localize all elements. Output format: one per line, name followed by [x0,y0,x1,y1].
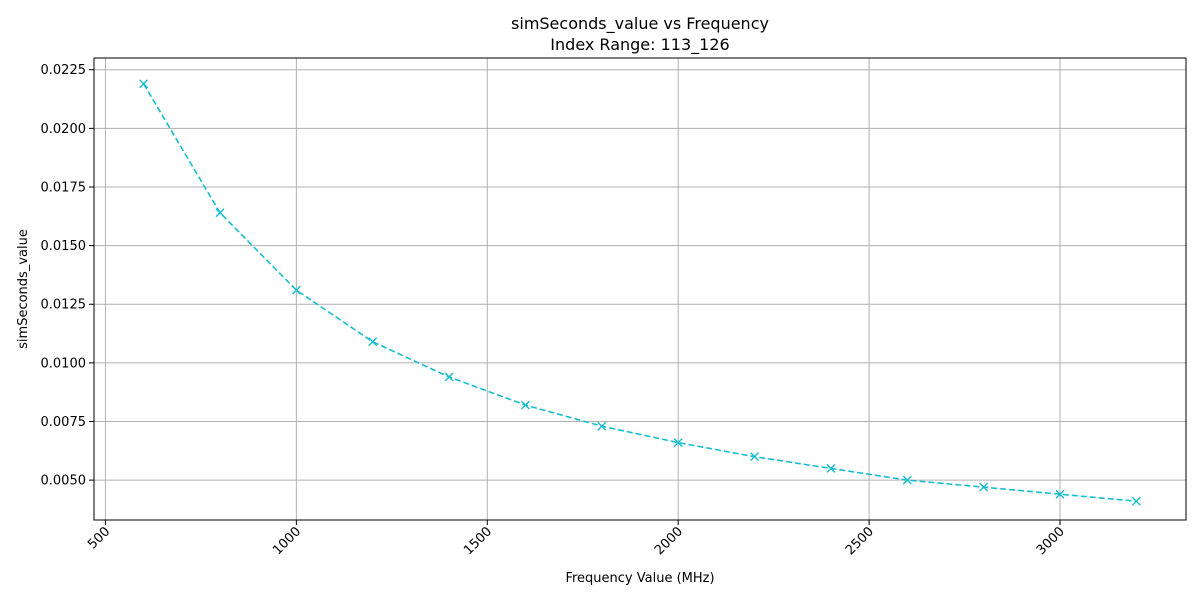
data-point-marker [1131,496,1141,506]
x-axis-label: Frequency Value (MHz) [565,571,714,586]
data-point-marker [750,452,760,462]
data-point-marker [673,438,683,448]
marker-stroke [520,400,530,410]
data-point-marker [979,482,989,492]
plot-frame [93,57,1187,521]
y-tick-label: 0.0050 [41,474,87,489]
y-tick-label: 0.0100 [41,356,87,371]
marker-stroke [291,285,301,295]
data-point-marker [520,400,530,410]
marker-stroke [979,482,989,492]
data-point-marker [826,463,836,473]
marker-stroke [215,208,225,218]
grid-layer [94,58,1186,520]
marker-stroke [1131,496,1141,506]
marker-stroke [444,372,454,382]
data-point-marker [444,372,454,382]
y-tick-label: 0.0075 [41,415,87,430]
marker-stroke [597,421,607,431]
marker-stroke [826,463,836,473]
y-tick-label: 0.0225 [41,63,87,78]
y-tick-label: 0.0200 [41,122,87,137]
y-tick-label: 0.0125 [41,298,87,313]
series-layer [139,79,1141,506]
data-point-marker [902,475,912,485]
marker-stroke [1055,489,1065,499]
data-point-marker [139,79,149,89]
marker-stroke [750,452,760,462]
data-point-marker [597,421,607,431]
data-point-marker [368,337,378,347]
data-point-marker [1055,489,1065,499]
data-point-marker [291,285,301,295]
y-tick-label: 0.0175 [41,180,87,195]
chart-title: simSeconds_value vs Frequency [511,14,769,34]
marker-stroke [902,475,912,485]
y-tick-label: 0.0150 [41,239,87,254]
data-point-marker [215,208,225,218]
marker-stroke [368,337,378,347]
y-axis-label: simSeconds_value [16,229,31,349]
chart-subtitle: Index Range: 113_126 [550,35,729,55]
marker-stroke [673,438,683,448]
marker-stroke [139,79,149,89]
series-line [142,83,1137,503]
